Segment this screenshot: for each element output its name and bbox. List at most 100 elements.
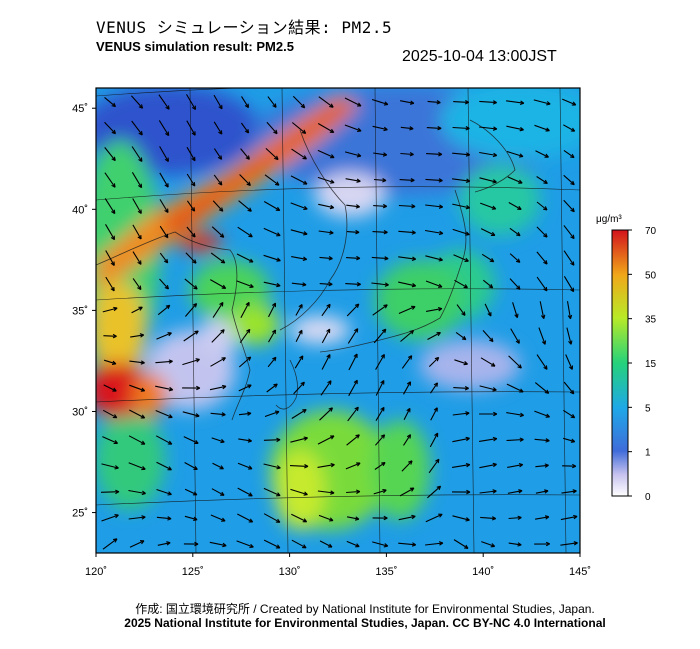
colorbar-tick-label-1: 50: [645, 270, 657, 281]
wind-arrow-292: [210, 514, 226, 522]
wind-arrow-288: [101, 514, 119, 522]
wind-arrow-287: [561, 489, 577, 494]
wind-arrow-128: [159, 278, 170, 290]
wind-arrow-2: [158, 94, 170, 110]
wind-arrow-245: [403, 434, 412, 446]
wind-arrow-24: [266, 121, 278, 135]
wind-arrow-236: [155, 435, 173, 445]
wind-arrow-37: [131, 146, 143, 162]
wind-arrow-22: [213, 121, 223, 135]
wind-arrow-291: [184, 515, 198, 521]
wind-arrow-216: [102, 409, 118, 419]
wind-arrow-146: [157, 304, 171, 316]
wind-arrow-210: [430, 382, 439, 394]
wind-arrow-82: [373, 203, 388, 209]
lon-tick-label-1: 125˚: [182, 566, 204, 578]
wind-arrow-181: [129, 360, 145, 365]
wind-arrow-150: [268, 302, 277, 318]
title-japanese: VENUS シミュレーション結果: PM2.5: [96, 18, 393, 37]
wind-arrow-133: [291, 282, 307, 287]
wind-arrow-322: [534, 541, 551, 547]
wind-arrow-86: [480, 202, 497, 210]
wind-arrow-318: [425, 541, 444, 546]
wind-arrow-301: [452, 515, 470, 522]
wind-arrow-179: [566, 327, 573, 345]
lat-tick-label-0: 45˚: [72, 103, 88, 115]
wind-arrow-197: [565, 354, 574, 370]
colorbar-gradient: [611, 229, 629, 497]
wind-arrow-20: [158, 120, 170, 137]
wind-arrow-46: [373, 152, 388, 157]
wind-arrow-224: [319, 407, 334, 421]
wind-arrow-98: [318, 230, 334, 235]
wind-arrow-222: [264, 410, 280, 418]
wind-arrow-123: [509, 253, 521, 263]
wind-arrow-62: [317, 176, 335, 184]
wind-arrow-135: [345, 282, 361, 287]
wind-arrow-255: [184, 462, 198, 471]
wind-arrow-186: [267, 356, 277, 368]
wind-arrow-125: [563, 250, 575, 266]
lat-tick-label-1: 40˚: [72, 204, 88, 216]
wind-arrow-170: [321, 328, 331, 344]
wind-arrow-163: [130, 333, 145, 338]
wind-arrow-51: [506, 150, 524, 158]
wind-arrow-317: [398, 542, 417, 547]
wind-arrow-260: [317, 462, 335, 468]
wind-arrow-232: [534, 410, 550, 418]
wind-arrow-253: [128, 462, 146, 471]
wind-arrow-220: [210, 412, 226, 417]
wind-arrow-259: [289, 464, 309, 469]
wind-arrow-23: [240, 122, 250, 134]
lat-tick-label-4: 25˚: [72, 508, 88, 520]
wind-arrow-120: [425, 255, 443, 262]
wind-arrow-140: [482, 279, 494, 289]
wind-arrow-50: [479, 151, 498, 158]
wind-arrow-139: [454, 279, 468, 289]
wind-arrow-221: [238, 411, 252, 416]
wind-arrow-305: [560, 514, 578, 521]
wind-arrow-147: [184, 302, 198, 317]
wind-arrow-0: [104, 96, 117, 108]
wind-arrow-35: [563, 124, 576, 132]
wind-arrow-117: [346, 255, 361, 261]
wind-arrow-228: [430, 407, 438, 421]
wind-arrow-213: [506, 383, 524, 393]
wind-arrow-309: [183, 541, 199, 547]
wind-arrow-254: [156, 461, 172, 471]
wind-arrow-81: [346, 204, 360, 209]
wind-arrow-36: [104, 147, 116, 162]
wind-arrow-199: [129, 384, 146, 392]
wind-arrow-27: [344, 124, 362, 132]
latitude-axis: 45˚ 40˚ 35˚ 30˚ 25˚: [72, 103, 96, 520]
wind-arrow-230: [479, 411, 498, 417]
wind-arrow-137: [398, 281, 417, 288]
wind-arrow-307: [129, 540, 145, 548]
wind-arrow-92: [159, 225, 169, 239]
wind-vector-field: [100, 94, 578, 550]
wind-arrow-165: [183, 330, 199, 342]
wind-arrow-42: [265, 147, 279, 161]
wind-arrow-263: [401, 460, 413, 472]
wind-arrow-41: [240, 148, 250, 160]
wind-arrow-218: [155, 409, 173, 419]
wind-arrow-16: [533, 99, 551, 106]
colorbar-tick-label-2: 35: [645, 315, 657, 326]
wind-arrow-47: [400, 152, 414, 157]
wind-arrow-272: [156, 488, 172, 496]
wind-arrow-107: [563, 225, 575, 240]
credit-japanese: 作成: 国立環境研究所 / Created by National Instit…: [135, 602, 595, 616]
wind-arrow-289: [128, 515, 146, 520]
wind-arrow-61: [290, 175, 308, 185]
wind-arrow-200: [155, 385, 174, 392]
wind-arrow-89: [563, 199, 575, 213]
wind-arrow-167: [239, 328, 251, 344]
wind-arrow-172: [373, 328, 387, 344]
title-english: VENUS simulation result: PM2.5: [96, 39, 294, 54]
lon-tick-label-4: 140˚: [472, 566, 494, 578]
longitude-axis: 120˚ 125˚ 130˚ 135˚ 140˚ 145˚: [85, 553, 591, 578]
wind-arrow-162: [103, 333, 117, 339]
colorbar-unit-label: μg/m³: [596, 214, 622, 225]
wind-arrow-265: [452, 462, 471, 468]
